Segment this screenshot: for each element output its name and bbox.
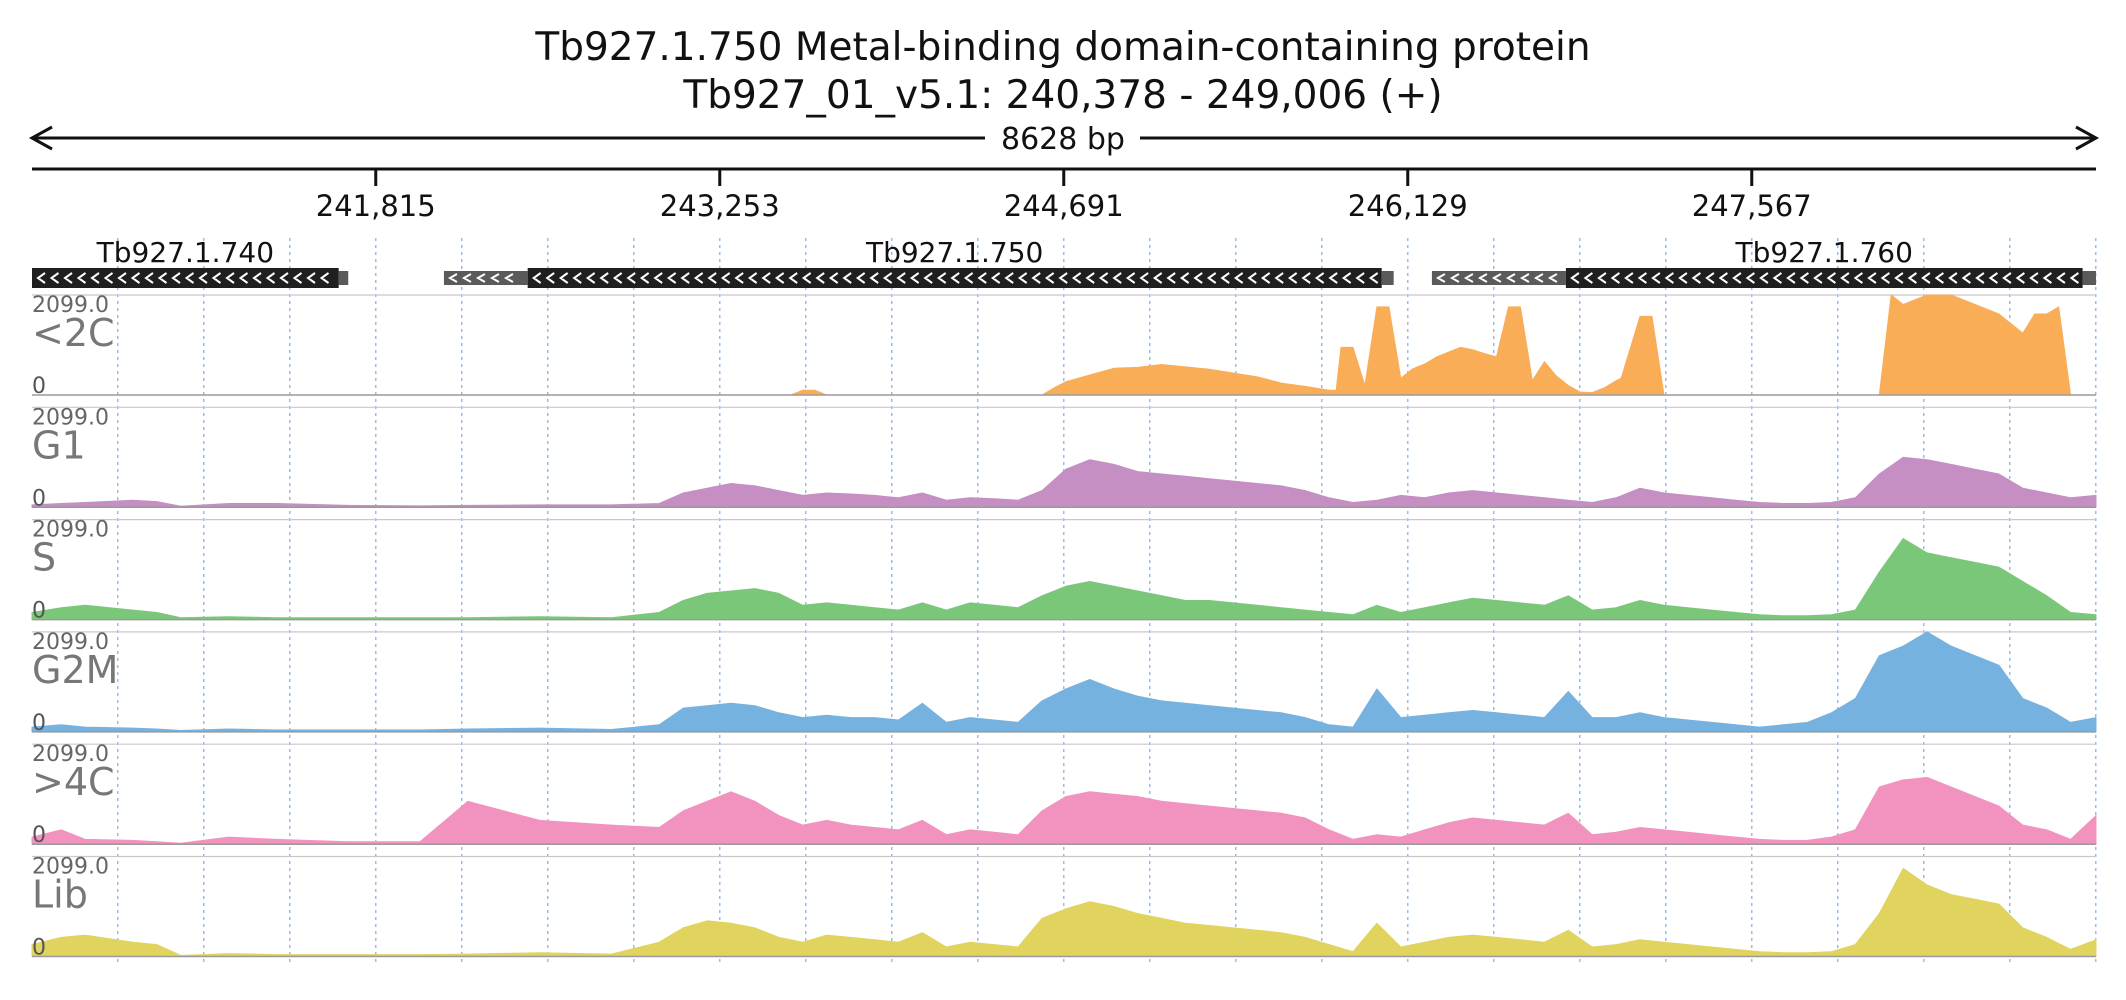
gene-utr <box>1381 271 1394 285</box>
track-ymin-label: 0 <box>32 823 46 848</box>
gene-label: Tb927.1.740 <box>96 236 274 269</box>
coverage-area <box>31 456 2097 508</box>
gene-Tb927.1.740: Tb927.1.740 <box>32 236 349 288</box>
gene-utr <box>1431 271 1566 285</box>
span-arrowhead-left <box>28 125 53 151</box>
strand-chevrons <box>447 273 514 283</box>
gene-track: Tb927.1.740 Tb927.1.750 Tb927.1.760 <box>32 236 2096 288</box>
gene-cds <box>527 268 1382 288</box>
strand-chevrons <box>531 272 1379 284</box>
gene-Tb927.1.750: Tb927.1.750 <box>443 236 1394 288</box>
tick-label: 244,691 <box>1004 189 1124 223</box>
track-ymax-label: 2099.0 <box>32 293 109 318</box>
coverage-area <box>31 631 2097 733</box>
track-name: G2M <box>32 648 118 692</box>
tick-label: 246,129 <box>1348 189 1468 223</box>
track-ymax-label: 2099.0 <box>32 742 109 767</box>
track-S: 2099.0S 0 <box>31 518 2097 624</box>
coverage-area <box>1328 306 1653 396</box>
track-name: Lib <box>32 873 88 917</box>
span-indicator: 8628 bp <box>28 122 2100 157</box>
track-name: >4C <box>32 760 115 804</box>
gene-cds <box>1565 268 2083 288</box>
track-ymin-label: 0 <box>32 936 46 961</box>
span-arrowhead-right <box>2075 125 2100 151</box>
coverage-area <box>31 538 2097 621</box>
track-G1: 2099.0G1 0 <box>31 405 2097 511</box>
chart-title: Tb927.1.750 Metal-binding domain-contain… <box>534 25 1590 70</box>
gene-label: Tb927.1.760 <box>1735 236 1913 269</box>
chart-subtitle: Tb927_01_v5.1: 240,378 - 249,006 (+) <box>682 73 1442 118</box>
gene-utr <box>2082 271 2096 285</box>
span-label: 8628 bp <box>1001 122 1125 157</box>
coverage-area <box>31 867 2097 957</box>
strand-chevrons <box>36 272 330 284</box>
gene-utr <box>338 271 349 285</box>
track-name: G1 <box>32 423 86 467</box>
track-ymin-label: 0 <box>32 599 46 624</box>
gene-Tb927.1.760: Tb927.1.760 <box>1431 236 2096 288</box>
coverage-area <box>1615 315 1665 396</box>
gene-utr <box>443 271 528 285</box>
tick-label: 243,253 <box>660 189 780 223</box>
strand-chevrons <box>1570 272 2079 284</box>
coverage-tracks: 2099.0<2C02099.0G102099.0S02099.0G2M0209… <box>31 293 2097 961</box>
strand-chevrons <box>1435 273 1558 283</box>
track-ymax-label: 2099.0 <box>32 630 109 655</box>
track-ymax-label: 2099.0 <box>32 855 109 880</box>
track-ymax-label: 2099.0 <box>32 518 109 543</box>
track-name: S <box>32 536 56 580</box>
track-ymax-label: 2099.0 <box>32 405 109 430</box>
track-ymin-label: 0 <box>32 486 46 511</box>
track-ymin-label: 0 <box>32 374 46 399</box>
coverage-area <box>1878 294 2072 396</box>
track->4C: 2099.0>4C 0 <box>31 742 2097 848</box>
tick-label: 247,567 <box>1692 189 1812 223</box>
gene-label: Tb927.1.750 <box>865 236 1043 269</box>
tick-label: 241,815 <box>316 189 436 223</box>
track-name: <2C <box>32 311 115 355</box>
coordinate-axis: 241,815 243,253 244,691 246,129 247,567 <box>32 167 2096 223</box>
track-ymin-label: 0 <box>32 711 46 736</box>
coverage-area <box>1041 364 1330 396</box>
track-<2C: 2099.0<2C 0 <box>32 293 2096 399</box>
coverage-area <box>31 777 2097 845</box>
